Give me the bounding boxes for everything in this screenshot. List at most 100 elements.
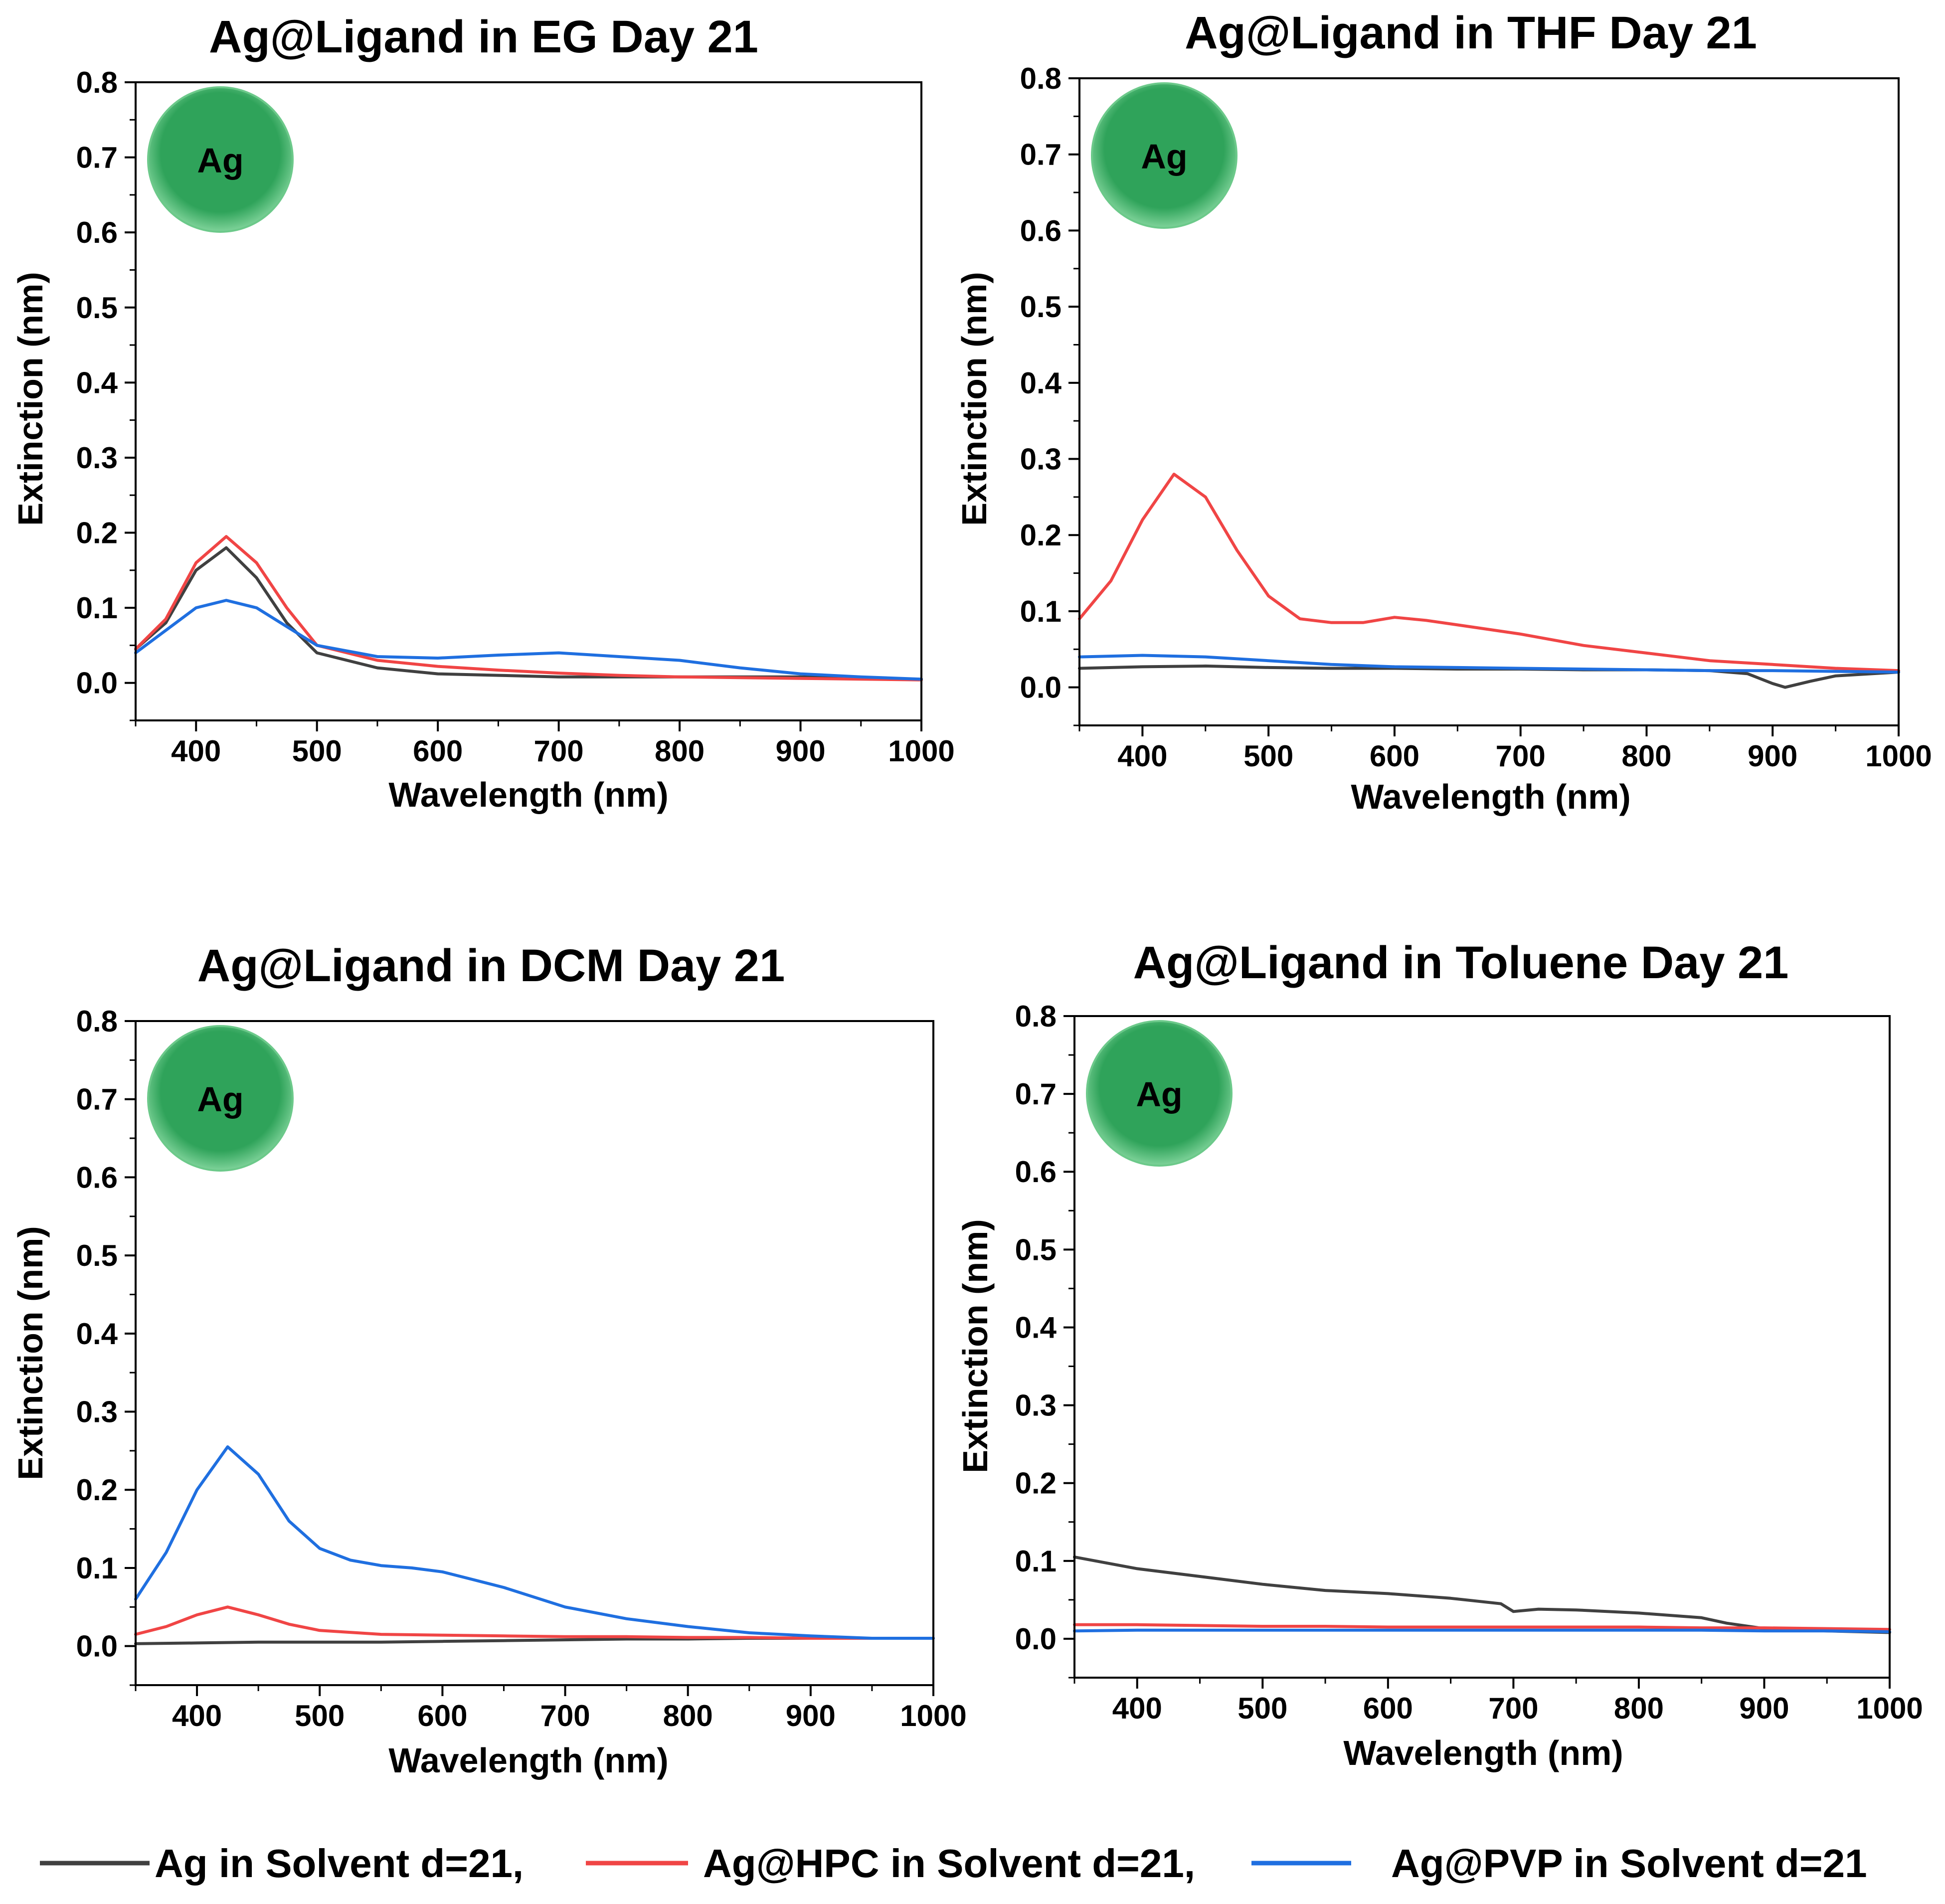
ag-particle-icon bbox=[1091, 82, 1238, 229]
chart-panel-2: Ag@Ligand in THF Day 21 0.0 0.1 0.2 0.3 0.4 0.… bbox=[955, 7, 1932, 816]
y-axis-label: Extinction (nm) bbox=[11, 1226, 50, 1480]
y-tick-label: 0.6 bbox=[76, 1161, 118, 1194]
x-tick-label: 900 bbox=[1748, 739, 1797, 773]
x-axis-label: Wavelength (nm) bbox=[1343, 1733, 1623, 1772]
y-tick-label: 0.4 bbox=[76, 366, 118, 399]
x-tick-label: 600 bbox=[413, 734, 463, 768]
y-tick-label: 0.5 bbox=[1020, 290, 1061, 324]
y-tick-label: 0.1 bbox=[76, 591, 118, 625]
x-tick-label: 800 bbox=[1621, 739, 1671, 773]
x-tick-label: 400 bbox=[1117, 739, 1167, 773]
x-tick-label: 900 bbox=[786, 1699, 836, 1732]
y-tick-label: 0.1 bbox=[1015, 1545, 1057, 1578]
y-axis-label: Extinction (nm) bbox=[955, 272, 994, 525]
y-tick-label: 0.7 bbox=[1020, 138, 1061, 172]
panel-title: Ag@Ligand in THF Day 21 bbox=[1185, 7, 1757, 58]
y-tick-label: 0.7 bbox=[76, 141, 118, 174]
series-line-1 bbox=[134, 546, 923, 681]
x-axis-label: Wavelength (nm) bbox=[388, 775, 668, 814]
y-tick-label: 0.6 bbox=[1020, 214, 1061, 247]
panel-title: Ag@Ligand in DCM Day 21 bbox=[197, 940, 785, 991]
y-tick-label: 0.2 bbox=[76, 1473, 118, 1507]
y-tick-label: 0.3 bbox=[1015, 1389, 1057, 1422]
series-line-2 bbox=[134, 535, 923, 682]
x-tick-label: 800 bbox=[663, 1699, 713, 1732]
y-tick-label: 0.0 bbox=[1020, 671, 1061, 704]
x-tick-label: 400 bbox=[172, 1699, 222, 1732]
ag-particle-icon bbox=[147, 86, 294, 233]
chart-panel-4: Ag@Ligand in Toluene Day 21 0.0 0.1 0.2 0.3 0… bbox=[956, 937, 1923, 1772]
y-tick-label: 0.3 bbox=[1020, 443, 1061, 476]
y-tick-label: 0.8 bbox=[76, 66, 118, 99]
legend: Ag in Solvent d=21, Ag@HPC in Solvent d=2… bbox=[40, 1841, 1867, 1886]
y-tick-label: 0.8 bbox=[1015, 1000, 1057, 1033]
y-tick-label: 0.6 bbox=[76, 216, 118, 249]
x-tick-label: 1000 bbox=[1865, 739, 1932, 773]
y-tick-label: 0.8 bbox=[76, 1005, 118, 1038]
ag-particle-label: Ag bbox=[197, 1080, 243, 1119]
y-tick-label: 0.0 bbox=[76, 1630, 118, 1663]
x-tick-label: 700 bbox=[540, 1699, 590, 1732]
x-tick-label: 500 bbox=[295, 1699, 345, 1732]
x-tick-label: 1000 bbox=[1856, 1692, 1923, 1725]
y-tick-label: 0.5 bbox=[1015, 1233, 1057, 1266]
y-tick-label: 0.1 bbox=[76, 1552, 118, 1585]
y-tick-label: 0.4 bbox=[1020, 366, 1062, 400]
series-line-2 bbox=[134, 1605, 935, 1640]
series-line-2 bbox=[1078, 473, 1900, 673]
plot-frame bbox=[1073, 1015, 1891, 1679]
series-line-1 bbox=[1073, 1556, 1891, 1634]
x-tick-label: 800 bbox=[1614, 1692, 1664, 1725]
x-tick-label: 1000 bbox=[900, 1699, 966, 1732]
y-tick-label: 0.2 bbox=[1020, 519, 1061, 552]
x-tick-label: 600 bbox=[1363, 1692, 1413, 1725]
legend-label-1: Ag in Solvent d=21, bbox=[155, 1841, 524, 1886]
chart-panel-1: Ag@Ligand in EG Day 21 0.0 0.1 0.2 0.3 0.4 0.5… bbox=[11, 11, 955, 814]
ag-particle-label: Ag bbox=[1141, 137, 1187, 176]
y-tick-label: 0.4 bbox=[76, 1317, 118, 1351]
x-tick-label: 500 bbox=[1238, 1692, 1287, 1725]
plot-frame bbox=[1078, 77, 1900, 726]
panel-title: Ag@Ligand in Toluene Day 21 bbox=[1133, 937, 1789, 988]
x-tick-label: 400 bbox=[171, 734, 221, 768]
ag-particle-badge: Ag bbox=[147, 86, 294, 233]
y-tick-label: 0.7 bbox=[1015, 1077, 1057, 1111]
series-line-3 bbox=[1078, 654, 1900, 674]
x-tick-label: 700 bbox=[534, 734, 584, 768]
x-tick-label: 500 bbox=[292, 734, 342, 768]
x-tick-label: 900 bbox=[1739, 1692, 1789, 1725]
y-tick-label: 0.5 bbox=[76, 291, 118, 325]
y-tick-label: 0.2 bbox=[1015, 1467, 1057, 1500]
y-tick-label: 0.0 bbox=[76, 667, 118, 700]
x-axis-label: Wavelength (nm) bbox=[388, 1741, 668, 1780]
ag-particle-badge: Ag bbox=[1091, 82, 1238, 229]
ag-particle-badge: Ag bbox=[147, 1025, 294, 1172]
plot-frame bbox=[135, 81, 922, 721]
x-axis-label: Wavelength (nm) bbox=[1351, 777, 1630, 816]
y-tick-label: 0.7 bbox=[76, 1083, 118, 1116]
y-axis-label: Extinction (nm) bbox=[956, 1219, 995, 1473]
x-tick-label: 800 bbox=[655, 734, 705, 768]
x-tick-label: 600 bbox=[417, 1699, 467, 1732]
ag-particle-badge: Ag bbox=[1086, 1020, 1233, 1167]
ag-particle-label: Ag bbox=[197, 141, 243, 180]
y-tick-label: 0.3 bbox=[76, 1395, 118, 1429]
legend-label-3: Ag@PVP in Solvent d=21 bbox=[1391, 1841, 1867, 1886]
x-tick-label: 700 bbox=[1488, 1692, 1538, 1725]
x-tick-label: 900 bbox=[775, 734, 825, 768]
plot-frame bbox=[135, 1020, 934, 1686]
y-tick-label: 0.8 bbox=[1020, 62, 1061, 95]
y-tick-label: 0.0 bbox=[1015, 1622, 1057, 1656]
y-tick-label: 0.3 bbox=[76, 441, 118, 475]
x-tick-label: 700 bbox=[1496, 739, 1546, 773]
chart-panel-3: Ag@Ligand in DCM Day 21 0.0 0.1 0.2 0.3 0.4 0.… bbox=[11, 940, 967, 1780]
x-tick-label: 600 bbox=[1370, 739, 1419, 773]
x-tick-label: 500 bbox=[1243, 739, 1293, 773]
ag-particle-icon bbox=[1086, 1020, 1233, 1167]
y-tick-label: 0.2 bbox=[76, 517, 118, 550]
series-line-3 bbox=[1073, 1628, 1891, 1633]
y-tick-label: 0.1 bbox=[1020, 595, 1061, 628]
ag-particle-icon bbox=[147, 1025, 294, 1172]
y-tick-label: 0.4 bbox=[1015, 1311, 1057, 1344]
